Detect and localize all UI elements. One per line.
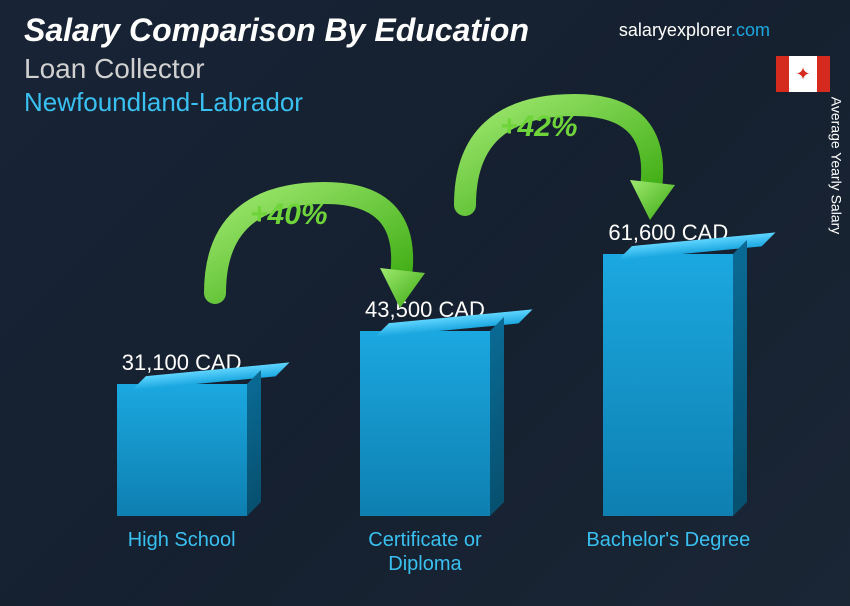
brand-name: salaryexplorer [619,20,731,40]
arrow-icon [425,85,685,245]
maple-leaf-icon: ✦ [795,65,810,83]
bar-category-label: Bachelor's Degree [586,528,750,576]
brand-watermark: salaryexplorer.com [619,20,770,41]
bar-1: 43,500 CADCertificate or Diploma [335,297,515,576]
bar-category-label: High School [128,528,236,576]
percent-delta-0: +40% [250,198,328,232]
percent-delta-1: +42% [500,110,578,144]
arrow-icon [175,173,435,333]
y-axis-label: Average Yearly Salary [828,97,844,235]
bar-shape [603,254,733,516]
bar-category-label: Certificate or Diploma [335,528,515,576]
chart-subtitle: Loan Collector [24,53,826,85]
country-flag-icon: ✦ [776,56,830,92]
bar-shape [360,331,490,516]
bar-0: 31,100 CADHigh School [92,350,272,576]
bar-shape [117,384,247,516]
bar-2: 61,600 CADBachelor's Degree [578,220,758,576]
brand-tld: .com [731,20,770,40]
